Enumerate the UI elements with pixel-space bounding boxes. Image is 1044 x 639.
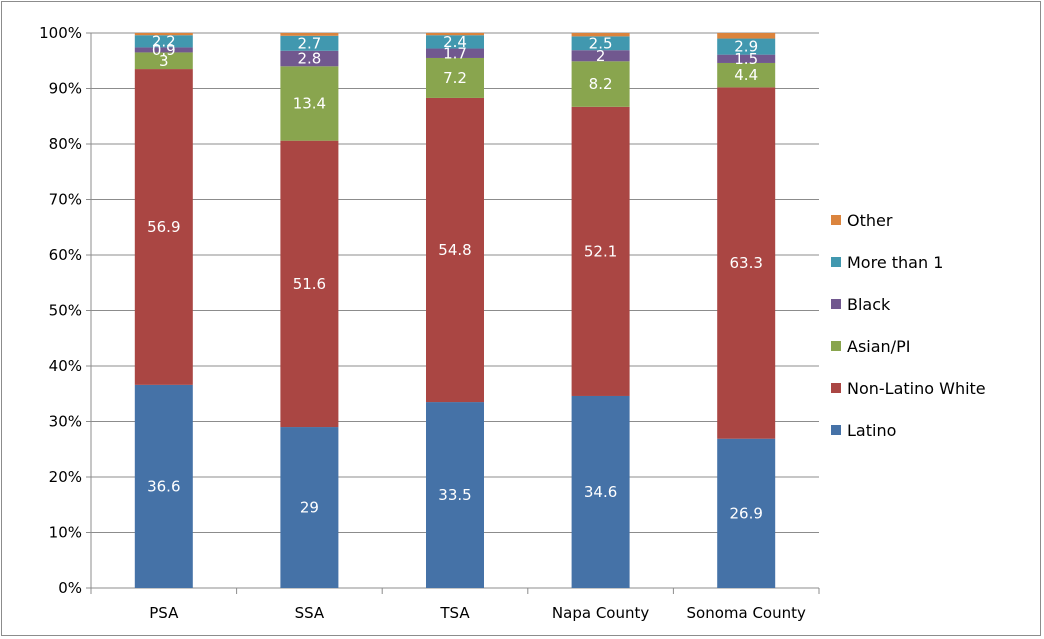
data-label-black-ssa: 2.8 [297, 50, 321, 68]
bar-asian-pi-sonoma-county [717, 62, 776, 88]
bar-asian-pi-ssa [280, 66, 339, 141]
data-label-latino-sonoma-county: 26.9 [729, 504, 762, 522]
y-tick-label: 90% [49, 80, 82, 98]
legend-label: More than 1 [847, 253, 943, 272]
legend-swatch [831, 383, 841, 393]
legend-label: Asian/PI [847, 337, 910, 356]
legend-swatch [831, 425, 841, 435]
data-label-more-than-1-tsa: 2.4 [443, 33, 467, 51]
x-category-label: TSA [439, 604, 470, 622]
bar-more-than-1-psa [134, 35, 193, 48]
data-label-latino-tsa: 33.5 [438, 486, 471, 504]
y-tick-label: 100% [39, 24, 82, 42]
y-tick-label: 40% [49, 357, 82, 375]
bar-other-tsa [426, 33, 484, 36]
y-tick-label: 10% [49, 524, 82, 542]
bar-more-than-1-ssa [280, 35, 339, 51]
bar-latino-ssa [280, 427, 339, 588]
legend-item-more-than-1: More than 1 [831, 253, 943, 272]
data-label-non-latino-white-sonoma-county: 63.3 [729, 254, 762, 272]
data-label-non-latino-white-napa-county: 52.1 [584, 242, 617, 260]
legend-label: Other [847, 211, 893, 230]
y-tick-label: 0% [58, 579, 82, 597]
legend-item-asian-pi: Asian/PI [831, 337, 910, 356]
bars [134, 33, 776, 588]
bar-asian-pi-psa [134, 52, 193, 70]
data-label-non-latino-white-ssa: 51.6 [293, 275, 326, 293]
y-tick-label: 50% [49, 302, 82, 320]
y-tick-label: 70% [49, 191, 82, 209]
data-label-latino-napa-county: 34.6 [584, 483, 617, 501]
legend-label: Latino [847, 421, 896, 440]
bar-black-ssa [280, 50, 339, 67]
data-label-more-than-1-ssa: 2.7 [297, 34, 321, 52]
legend-swatch [831, 215, 841, 225]
legend: Other More than 1 Black Asian/PI Non-Latino … [831, 211, 986, 440]
bar-non-latino-white-sonoma-county [717, 87, 776, 439]
bar-more-than-1-sonoma-county [717, 38, 776, 55]
data-label-more-than-1-sonoma-county: 2.9 [734, 38, 758, 56]
data-label-non-latino-white-psa: 56.9 [147, 218, 180, 236]
bar-non-latino-white-napa-county [571, 106, 630, 396]
bar-non-latino-white-tsa [426, 97, 484, 403]
data-label-latino-psa: 36.6 [147, 477, 180, 495]
bar-asian-pi-tsa [426, 57, 484, 98]
data-label-asian-pi-sonoma-county: 4.4 [734, 66, 758, 84]
data-label-black-napa-county: 2 [596, 47, 606, 65]
legend-label: Black [847, 295, 891, 314]
data-label-latino-ssa: 29 [300, 499, 319, 517]
bar-black-tsa [426, 48, 484, 58]
data-label-more-than-1-napa-county: 2.5 [589, 34, 613, 52]
bar-latino-napa-county [571, 395, 630, 588]
data-label-asian-pi-psa: 3 [159, 52, 169, 70]
x-category-label: SSA [295, 604, 325, 622]
legend-item-other: Other [831, 211, 893, 230]
bar-black-sonoma-county [717, 54, 776, 63]
data-label-black-psa: 0.9 [152, 41, 176, 59]
data-label-black-sonoma-county: 1.5 [734, 50, 758, 68]
bar-latino-tsa [426, 402, 484, 588]
bar-black-napa-county [571, 50, 630, 62]
x-category-label: Napa County [552, 604, 649, 622]
data-label-black-tsa: 1.7 [443, 44, 467, 62]
y-tick-label: 30% [49, 413, 82, 431]
bar-more-than-1-napa-county [571, 36, 630, 51]
bar-asian-pi-napa-county [571, 61, 630, 107]
data-label-non-latino-white-tsa: 54.8 [438, 241, 471, 259]
legend-swatch [831, 299, 841, 309]
bar-latino-psa [134, 384, 193, 588]
data-label-more-than-1-psa: 2.2 [152, 32, 176, 50]
bar-non-latino-white-psa [134, 69, 193, 385]
y-tick-label: 80% [49, 135, 82, 153]
y-tick-label: 60% [49, 246, 82, 264]
legend-item-black: Black [831, 295, 891, 314]
legend-item-latino: Latino [831, 421, 896, 440]
data-label-asian-pi-tsa: 7.2 [443, 69, 467, 87]
x-category-label: PSA [149, 604, 179, 622]
bar-other-napa-county [571, 33, 630, 37]
legend-label: Non-Latino White [847, 379, 986, 398]
y-tick-label: 20% [49, 468, 82, 486]
bar-other-psa [134, 33, 193, 36]
bar-more-than-1-tsa [426, 35, 484, 49]
data-label-asian-pi-ssa: 13.4 [293, 94, 326, 112]
bar-other-ssa [280, 33, 339, 36]
data-labels: 36.6 56.9 30.92.2 29 51.6 13.4 2.82.7 33.5 54.8 7… [147, 32, 763, 522]
bar-other-sonoma-county [717, 33, 776, 39]
data-label-asian-pi-napa-county: 8.2 [589, 75, 613, 93]
legend-swatch [831, 341, 841, 351]
bar-non-latino-white-ssa [280, 140, 339, 428]
legend-swatch [831, 257, 841, 267]
x-category-label: Sonoma County [687, 604, 807, 622]
bar-black-psa [134, 47, 193, 53]
legend-item-non-latino-white: Non-Latino White [831, 379, 986, 398]
bar-latino-sonoma-county [717, 438, 776, 588]
